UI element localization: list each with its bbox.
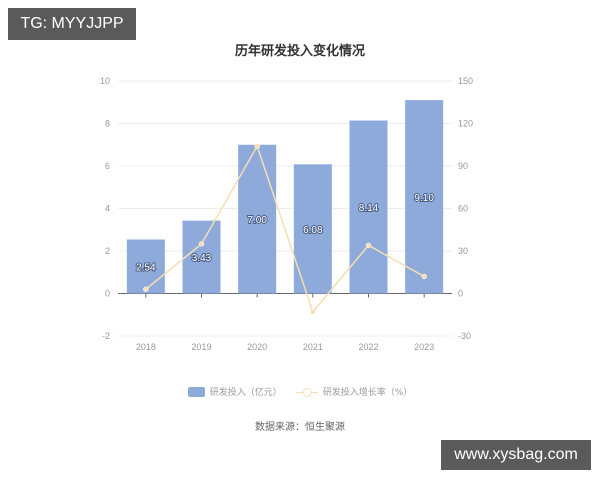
legend-label-line: 研发投入增长率（%） [322,388,413,398]
bar-value-label: 9.10 [414,193,434,204]
left-axis-tick: 6 [105,161,110,171]
legend-label-bar: 研发投入（亿元） [209,388,282,398]
legend-item-line[interactable]: 研发投入增长率（%） [295,385,413,398]
right-axis-tick: 90 [458,161,468,171]
right-axis-tick: 60 [458,204,468,214]
chart-title: 历年研发投入变化情况 [234,44,365,59]
bar[interactable] [126,239,165,294]
left-axis-tick: 0 [105,289,110,299]
bar-value-label: 8.14 [359,203,379,214]
line-point[interactable] [198,241,205,247]
left-axis-tick: 4 [105,204,110,214]
x-axis-label: 2019 [191,342,211,352]
left-axis-tick: 10 [100,76,110,86]
x-axis-label: 2022 [358,342,378,352]
line-point[interactable] [310,309,316,315]
growth-rate-line [145,144,425,314]
line-point[interactable] [143,286,149,292]
data-source: 数据来源：恒生聚源 [255,422,345,433]
legend: 研发投入（亿元） 研发投入增长率（%） [0,385,600,398]
watermark-top-left: TG: MYYJJPP [8,8,136,40]
x-axis-label: 2020 [247,342,267,352]
left-axis-tick: -2 [102,331,110,341]
x-axis-label: 2018 [136,342,156,352]
right-axis-tick: 30 [458,246,468,256]
line-point[interactable] [254,143,260,149]
left-axis-tick: 2 [105,246,110,256]
bar-value-label: 7.00 [247,215,267,226]
bar[interactable] [182,220,221,294]
legend-item-bar[interactable]: 研发投入（亿元） [187,385,282,398]
bar-value-label: 3.43 [192,253,212,264]
right-axis-tick: -30 [458,331,471,341]
left-axis-tick: 8 [105,119,110,129]
x-axis-label: 2021 [303,342,323,352]
right-axis-tick: 0 [458,289,463,299]
x-axis-label: 2023 [414,342,434,352]
bar-value-label: 6.08 [303,225,323,236]
bar-value-label: 2.54 [136,263,156,274]
right-axis-tick: 120 [458,119,473,129]
line-point[interactable] [365,242,372,249]
chart-plot: 10 8 6 4 2 0 -2 150 120 90 60 30 0 -30 2.54 2018 3.43 201… [100,76,473,352]
right-axis-tick: 150 [458,76,473,86]
bar[interactable] [349,120,388,294]
line-swatch-icon [295,387,318,397]
line-point[interactable] [421,273,427,280]
watermark-bottom-right: www.xysbag.com [441,440,591,470]
bar[interactable] [405,100,444,294]
bar-swatch-icon [187,386,205,397]
